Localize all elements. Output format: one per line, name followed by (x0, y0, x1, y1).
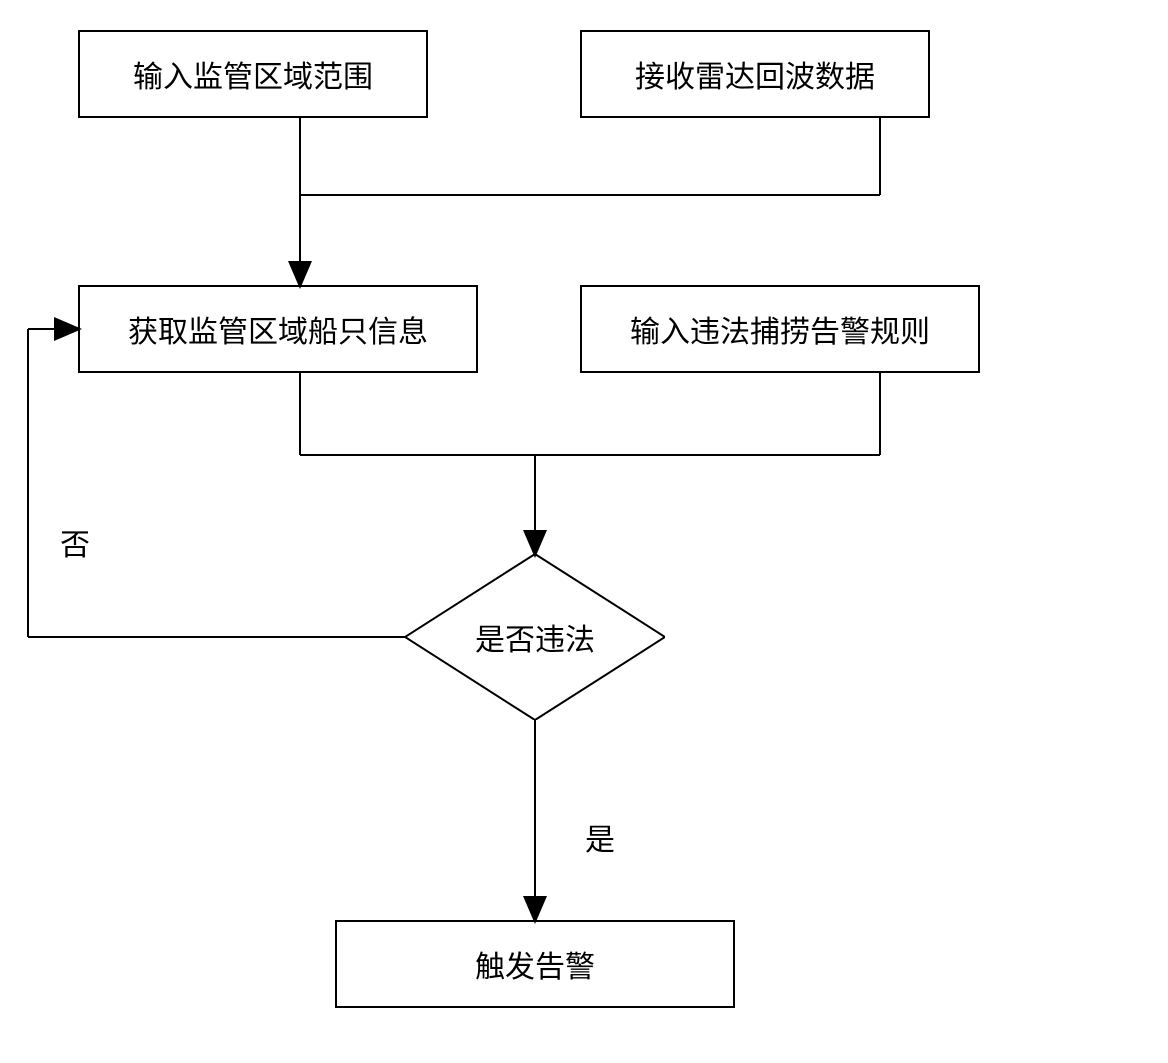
node-get-ship-info: 获取监管区域船只信息 (78, 285, 478, 373)
node-input-rules-label: 输入违法捕捞告警规则 (630, 307, 930, 351)
node-input-rules: 输入违法捕捞告警规则 (580, 285, 980, 373)
edge-label-no: 否 (60, 520, 90, 564)
node-trigger-alarm-label: 触发告警 (475, 942, 595, 986)
node-input-area: 输入监管区域范围 (78, 30, 428, 118)
node-decision-label: 是否违法 (475, 615, 595, 659)
node-receive-radar: 接收雷达回波数据 (580, 30, 930, 118)
edge-label-yes: 是 (585, 815, 615, 859)
node-trigger-alarm: 触发告警 (335, 920, 735, 1008)
flowchart-connectors (0, 0, 1168, 1063)
node-get-ship-info-label: 获取监管区域船只信息 (128, 307, 428, 351)
node-decision: 是否违法 (405, 554, 665, 720)
node-input-area-label: 输入监管区域范围 (133, 52, 373, 96)
node-receive-radar-label: 接收雷达回波数据 (635, 52, 875, 96)
